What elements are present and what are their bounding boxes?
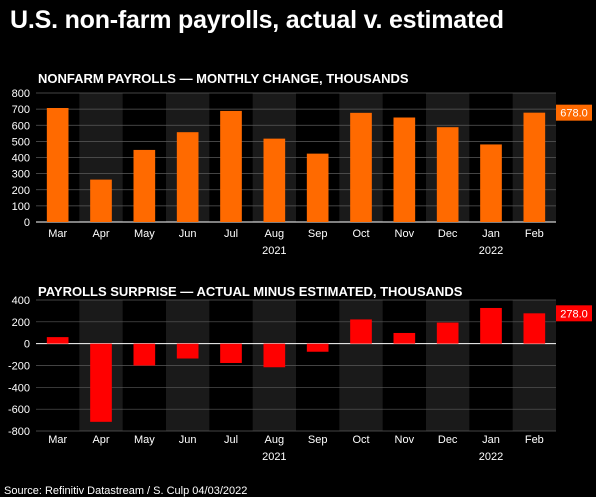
payrolls-x-tick-label: Dec xyxy=(438,228,458,240)
surprise-x-tick-label: Feb xyxy=(525,434,544,446)
payrolls-bar xyxy=(133,149,156,222)
surprise-bar xyxy=(176,343,199,359)
payrolls-x-tick-label: Jan xyxy=(482,228,500,240)
payrolls-x-tick-label: Feb xyxy=(525,228,544,240)
payrolls-x-tick-label: Nov xyxy=(395,228,415,240)
payrolls-bar xyxy=(46,107,69,222)
surprise-y-tick-label: 0 xyxy=(24,339,30,351)
surprise-last-value-label: 278.0 xyxy=(560,308,588,320)
payrolls-bar xyxy=(350,112,372,222)
surprise-bar xyxy=(263,343,286,368)
surprise-bar xyxy=(350,319,372,344)
payrolls-last-value-badge xyxy=(556,104,592,121)
payrolls-bar xyxy=(306,153,329,222)
payrolls-x-tick-label: Sep xyxy=(308,228,328,240)
surprise-year-label: 2021 xyxy=(262,451,286,463)
surprise-bar xyxy=(480,307,502,344)
payrolls-y-tick-label: 0 xyxy=(24,217,30,229)
payrolls-bar xyxy=(220,110,242,222)
payrolls-chart-title: NONFARM PAYROLLS — MONTHLY CHANGE, THOUS… xyxy=(38,71,409,86)
surprise-y-tick-label: -800 xyxy=(8,426,30,438)
surprise-year-label: 2022 xyxy=(479,451,503,463)
payrolls-y-tick-label: 700 xyxy=(12,104,30,116)
surprise-y-tick-label: -200 xyxy=(8,361,30,373)
surprise-x-tick-label: Mar xyxy=(48,434,67,446)
surprise-x-tick-label: Jan xyxy=(482,434,500,446)
payrolls-x-tick-label: Oct xyxy=(352,228,369,240)
payrolls-x-tick-label: Jun xyxy=(179,228,197,240)
page-title: U.S. non-farm payrolls, actual v. estima… xyxy=(10,6,504,34)
surprise-y-tick-label: -600 xyxy=(8,404,30,416)
payrolls-year-label: 2021 xyxy=(262,245,286,257)
surprise-bar xyxy=(220,343,242,363)
surprise-x-tick-label: Jun xyxy=(179,434,197,446)
surprise-bar xyxy=(306,343,329,352)
payrolls-bar xyxy=(263,138,286,222)
surprise-bar xyxy=(523,313,546,344)
payrolls-bar xyxy=(523,112,546,222)
surprise-bar xyxy=(90,343,112,422)
surprise-bar xyxy=(133,343,156,366)
payrolls-y-tick-label: 600 xyxy=(12,120,30,132)
surprise-y-tick-label: 200 xyxy=(12,317,30,329)
surprise-x-tick-label: Oct xyxy=(352,434,369,446)
payrolls-last-value-label: 678.0 xyxy=(560,108,588,120)
payrolls-x-tick-label: Jul xyxy=(224,228,238,240)
payrolls-y-tick-label: 800 xyxy=(12,88,30,100)
payrolls-x-tick-label: Apr xyxy=(92,228,109,240)
surprise-bar xyxy=(393,332,416,344)
surprise-x-tick-label: May xyxy=(134,434,155,446)
surprise-bar xyxy=(46,337,69,344)
payrolls-x-tick-label: Aug xyxy=(265,228,285,240)
payrolls-bar xyxy=(176,132,199,222)
payrolls-x-tick-label: May xyxy=(134,228,155,240)
surprise-x-tick-label: Apr xyxy=(92,434,109,446)
surprise-x-tick-label: Jul xyxy=(224,434,238,446)
source-note: Source: Refinitiv Datastream / S. Culp 0… xyxy=(4,485,248,497)
payrolls-y-tick-label: 300 xyxy=(12,169,30,181)
surprise-x-tick-label: Dec xyxy=(438,434,458,446)
surprise-x-tick-label: Aug xyxy=(265,434,285,446)
payrolls-year-label: 2022 xyxy=(479,245,503,257)
payrolls-y-tick-label: 100 xyxy=(12,201,30,213)
payrolls-y-tick-label: 500 xyxy=(12,136,30,148)
payrolls-bar xyxy=(480,144,502,222)
payrolls-bar xyxy=(436,127,459,222)
payrolls-y-tick-label: 400 xyxy=(12,153,30,165)
surprise-x-tick-label: Nov xyxy=(395,434,415,446)
payrolls-bar xyxy=(90,179,112,222)
payrolls-y-tick-label: 200 xyxy=(12,185,30,197)
surprise-y-tick-label: 400 xyxy=(12,295,30,307)
surprise-chart-title: PAYROLLS SURPRISE — ACTUAL MINUS ESTIMAT… xyxy=(38,284,463,299)
surprise-last-value-badge xyxy=(556,305,592,322)
payrolls-x-tick-label: Mar xyxy=(48,228,67,240)
payrolls-bar xyxy=(393,117,416,222)
surprise-y-tick-label: -400 xyxy=(8,382,30,394)
surprise-bar xyxy=(436,322,459,344)
surprise-x-tick-label: Sep xyxy=(308,434,328,446)
